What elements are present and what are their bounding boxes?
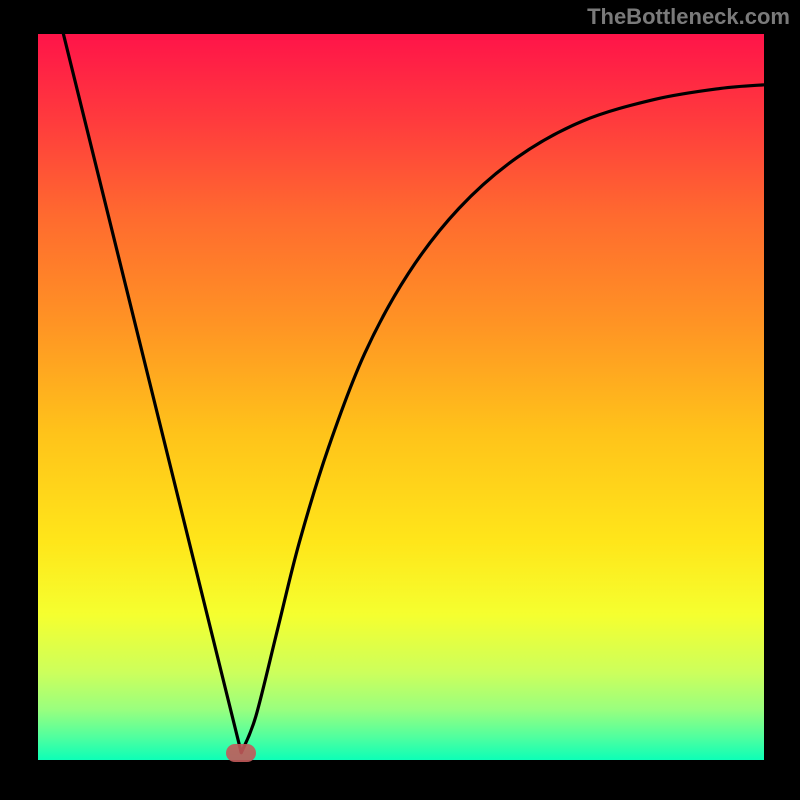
watermark-text: TheBottleneck.com xyxy=(587,4,790,30)
plot-area xyxy=(38,34,764,760)
curve-layer xyxy=(38,34,764,760)
chart-container: TheBottleneck.com xyxy=(0,0,800,800)
minimum-marker xyxy=(226,744,256,762)
bottleneck-curve xyxy=(63,34,764,753)
